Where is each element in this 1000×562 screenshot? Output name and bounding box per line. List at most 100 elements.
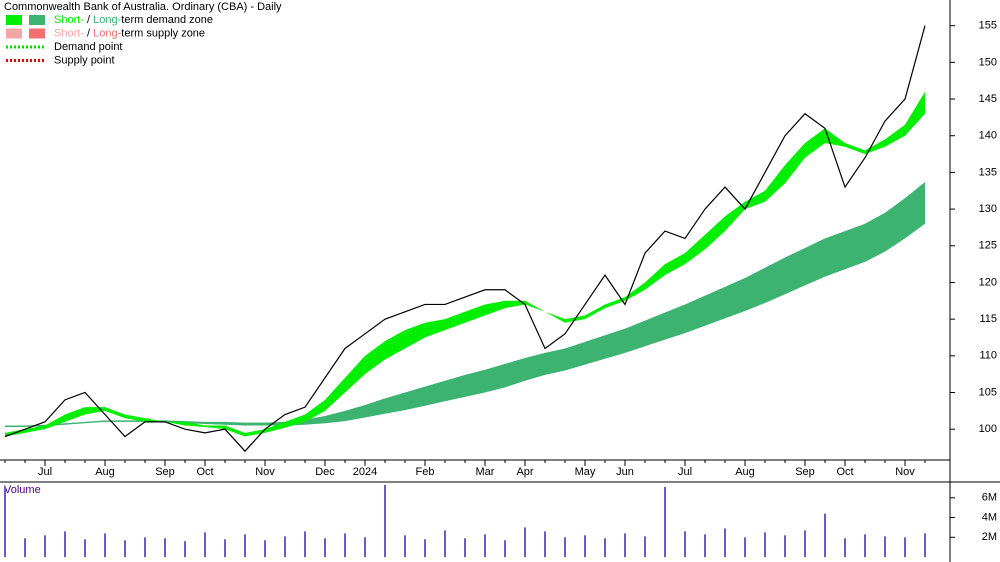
y-tick-label: 120 (979, 276, 997, 288)
legend-label: Short- / Long-term supply zone (54, 27, 205, 39)
y-tick-label: 130 (979, 203, 997, 215)
volume-bar (144, 537, 146, 558)
volume-bar (664, 486, 666, 558)
x-tick-label: Jul (38, 466, 52, 478)
volume-bar (284, 536, 286, 558)
y-tick-label: 110 (979, 350, 997, 362)
y-tick-label: 150 (979, 56, 997, 68)
volume-bar (724, 528, 726, 558)
x-tick-label: Jul (678, 466, 692, 478)
volume-bar (4, 486, 6, 558)
legend-text: Supply point (54, 54, 115, 66)
volume-bar (304, 531, 306, 558)
long-term-zone (5, 181, 925, 427)
volume-bar (244, 534, 246, 558)
volume-bar (524, 527, 526, 558)
legend-swatch (29, 15, 45, 25)
volume-bar (624, 533, 626, 558)
legend-text: term supply zone (121, 27, 205, 39)
legend-text: Demand point (54, 41, 123, 53)
y-tick-label: 100 (979, 423, 997, 435)
volume-bar (204, 532, 206, 558)
volume-title: Volume (4, 484, 41, 496)
volume-bar (704, 534, 706, 558)
volume-bar (644, 536, 646, 558)
volume-bar (684, 531, 686, 558)
volume-bar (744, 537, 746, 558)
y-tick-label: 115 (979, 313, 997, 325)
y-tick-label: 155 (979, 20, 997, 32)
volume-bar (584, 535, 586, 558)
volume-bar (64, 531, 66, 558)
legend-swatch (29, 28, 45, 39)
volume-bar (124, 540, 126, 558)
y-tick-label: 135 (979, 166, 997, 178)
x-tick-label: Aug (735, 466, 755, 478)
legend-label: Short- / Long-term demand zone (54, 14, 213, 26)
chart-title: Commonwealth Bank of Australia. Ordinary… (4, 1, 282, 13)
volume-bar (764, 532, 766, 558)
x-tick-label: Oct (196, 466, 213, 478)
volume-bar (104, 533, 106, 558)
y-tick-label: 145 (979, 93, 997, 105)
x-tick-label: Nov (895, 466, 915, 478)
volume-bar (464, 538, 466, 558)
volume-bar (444, 530, 446, 558)
y-tick-label: 6M (982, 492, 997, 504)
volume-bar (164, 538, 166, 558)
volume-bar (384, 484, 386, 558)
x-tick-label: Oct (836, 466, 853, 478)
x-tick-label: Sep (155, 466, 175, 478)
legend-swatch (6, 15, 22, 25)
y-tick-label: 105 (979, 386, 997, 398)
volume-bar (364, 537, 366, 558)
volume-bar (404, 535, 406, 558)
x-tick-label: Sep (795, 466, 815, 478)
volume-bar (924, 533, 926, 558)
volume-bar (344, 533, 346, 558)
legend-text: Short- (54, 27, 84, 39)
legend-text: Short- (54, 14, 84, 26)
volume-bar (84, 539, 86, 558)
y-tick-label: 2M (982, 531, 997, 543)
x-tick-label: Aug (95, 466, 115, 478)
volume-bar (544, 531, 546, 558)
x-tick-label: Apr (516, 466, 533, 478)
volume-bar (44, 535, 46, 558)
x-tick-label: 2024 (353, 466, 377, 478)
x-tick-label: Nov (255, 466, 275, 478)
y-tick-label: 140 (979, 130, 997, 142)
y-tick-label: 125 (979, 240, 997, 252)
x-tick-label: Dec (315, 466, 335, 478)
volume-bar (824, 513, 826, 558)
volume-bar (504, 540, 506, 558)
x-tick-label: Mar (476, 466, 495, 478)
volume-bar (904, 537, 906, 558)
volume-bar (864, 534, 866, 558)
volume-bar (264, 540, 266, 558)
volume-bar (24, 538, 26, 558)
volume-bar (884, 536, 886, 558)
legend-label: Supply point (54, 54, 115, 66)
legend-text: Long- (93, 14, 121, 26)
legend-text: / (84, 14, 93, 26)
volume-bar (224, 539, 226, 558)
legend-swatch (6, 28, 22, 39)
legend-label: Demand point (54, 41, 123, 53)
volume-bar (844, 538, 846, 558)
volume-bar (324, 538, 326, 558)
x-tick-label: Jun (616, 466, 634, 478)
x-tick-label: Feb (416, 466, 435, 478)
legend-text: term demand zone (121, 14, 213, 26)
y-tick-label: 4M (982, 511, 997, 523)
volume-bar (604, 538, 606, 558)
price-line (4, 25, 926, 453)
volume-bar (484, 534, 486, 558)
x-tick-label: May (575, 466, 596, 478)
volume-bar (424, 539, 426, 558)
volume-bar (184, 541, 186, 558)
legend-text: Long- (93, 27, 121, 39)
